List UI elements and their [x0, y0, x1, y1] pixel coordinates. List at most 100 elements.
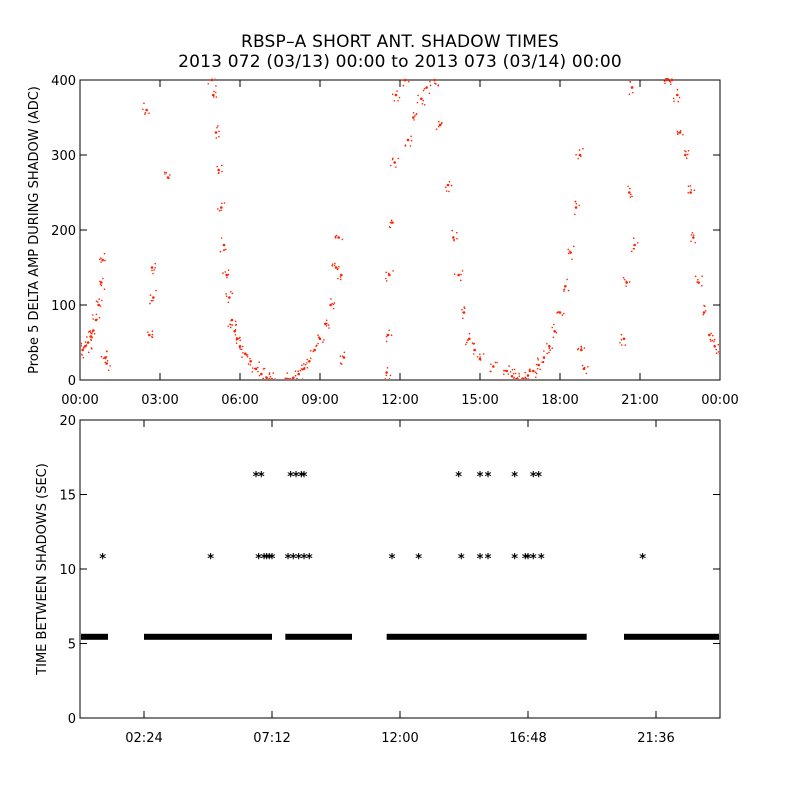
data-point [151, 333, 154, 336]
panel-shadow-interval: 02:24 07:12 12:00 16:48 21:36 0 5 10 15 20 TIME BE… [35, 414, 721, 746]
data-point [692, 234, 695, 236]
data-point [239, 336, 241, 339]
data-point [625, 280, 628, 283]
data-point [230, 319, 232, 322]
data-point [95, 300, 98, 303]
data-point [679, 130, 682, 132]
data-point [286, 372, 289, 374]
data-point [422, 99, 425, 102]
data-point [274, 378, 276, 379]
data-point [690, 234, 693, 236]
data-point [326, 322, 328, 325]
data-point [585, 372, 588, 375]
data-point [153, 269, 155, 271]
data-point [225, 293, 227, 295]
data-point [101, 299, 103, 302]
data-point [466, 339, 469, 341]
asterisk-point: * [477, 470, 484, 485]
data-point [288, 378, 291, 379]
data-point [524, 371, 527, 374]
data-point [518, 372, 520, 375]
data-point [242, 352, 244, 354]
data-point [406, 76, 408, 78]
data-point [217, 125, 219, 127]
data-point [677, 133, 679, 135]
data-point [104, 361, 107, 364]
data-point [624, 344, 627, 346]
data-point [91, 331, 94, 333]
data-point [210, 78, 214, 82]
asterisk-point: * [295, 552, 302, 567]
data-point [479, 353, 481, 356]
asterisk-point: * [477, 552, 484, 567]
data-point [390, 334, 393, 336]
data-point [423, 103, 426, 106]
data-point [527, 378, 530, 379]
data-point [88, 330, 91, 333]
x-tick-label: 02:24 [125, 731, 162, 746]
asterisk-point: * [389, 552, 396, 567]
data-point [510, 374, 514, 378]
data-point [334, 262, 336, 265]
asterisk-point: * [415, 552, 422, 567]
data-point [92, 329, 95, 332]
data-point [582, 147, 584, 150]
data-point [628, 281, 631, 283]
data-point [263, 367, 266, 370]
data-point [554, 330, 557, 333]
data-point [214, 78, 216, 79]
data-point [295, 378, 298, 379]
data-point [455, 231, 458, 234]
data-point [564, 284, 567, 288]
data-point [100, 257, 102, 259]
data-point [301, 378, 304, 379]
data-point [331, 263, 334, 266]
data-point [241, 345, 244, 348]
data-point [718, 351, 719, 352]
y-tick-label: 200 [51, 224, 76, 239]
data-point [693, 189, 696, 192]
data-point [269, 378, 271, 379]
data-point [163, 171, 166, 174]
data-point [213, 96, 215, 98]
data-point [220, 206, 223, 209]
data-point [308, 359, 311, 363]
data-point [551, 347, 553, 350]
data-point [150, 266, 154, 269]
asterisk-point: * [298, 470, 305, 485]
asterisk-point: * [511, 470, 518, 485]
data-point [257, 370, 259, 373]
plot-frame [79, 79, 721, 381]
data-point [260, 372, 263, 376]
data-point [407, 80, 410, 83]
x-tick-label: 21:00 [621, 393, 658, 408]
data-point [218, 209, 221, 212]
data-point [303, 367, 306, 369]
data-point [526, 374, 530, 377]
data-point [717, 351, 719, 353]
data-point [387, 272, 390, 275]
baseline-band [624, 633, 719, 640]
data-point [251, 367, 254, 369]
data-point [309, 357, 312, 360]
data-point [620, 339, 623, 341]
y-tick-label: 100 [51, 299, 76, 314]
data-point [393, 99, 396, 102]
data-point [219, 250, 222, 253]
data-point [339, 276, 342, 278]
data-point [332, 307, 335, 310]
data-point [105, 356, 108, 358]
data-point [222, 272, 224, 274]
data-point [271, 378, 274, 379]
asterisk-point: * [639, 552, 646, 567]
data-point [315, 345, 317, 347]
data-point [325, 324, 328, 327]
asterisk-point: * [301, 552, 308, 567]
data-point [228, 296, 231, 299]
data-point [297, 372, 300, 376]
data-point [90, 347, 93, 349]
data-point [149, 294, 152, 296]
data-point [583, 366, 586, 369]
data-point [100, 355, 103, 358]
